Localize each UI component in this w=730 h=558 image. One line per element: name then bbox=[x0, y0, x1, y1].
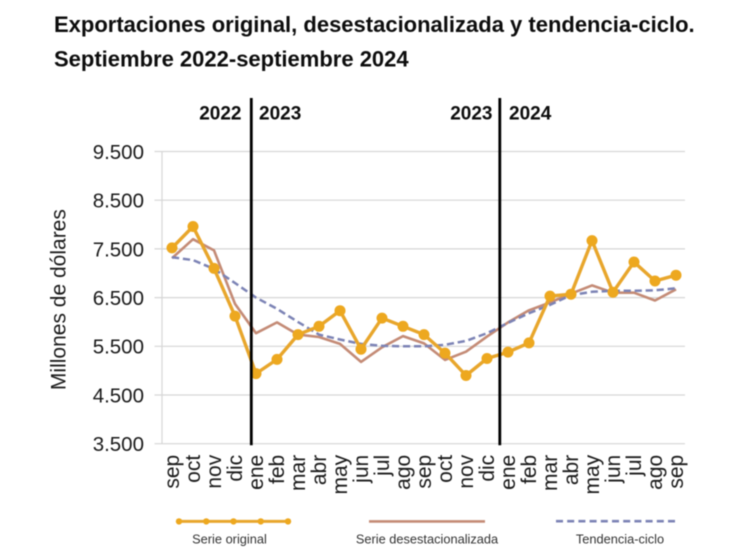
svg-text:mar: mar bbox=[539, 455, 562, 491]
svg-text:2023: 2023 bbox=[259, 104, 301, 125]
svg-text:oct: oct bbox=[182, 455, 205, 483]
svg-text:sep: sep bbox=[413, 455, 436, 489]
svg-text:2022: 2022 bbox=[199, 104, 241, 125]
svg-text:jun: jun bbox=[602, 455, 625, 484]
svg-text:may: may bbox=[329, 454, 352, 494]
svg-text:jul: jul bbox=[371, 455, 394, 477]
svg-text:nov: nov bbox=[455, 454, 478, 488]
svg-text:Septiembre 2022-septiembre 202: Septiembre 2022-septiembre 2024 bbox=[54, 47, 409, 72]
svg-text:nov: nov bbox=[203, 454, 226, 488]
svg-text:4.500: 4.500 bbox=[93, 384, 144, 407]
svg-text:sep: sep bbox=[665, 455, 688, 489]
svg-text:Tendencia-ciclo: Tendencia-ciclo bbox=[576, 532, 664, 547]
svg-text:7.500: 7.500 bbox=[93, 238, 144, 261]
svg-text:8.500: 8.500 bbox=[93, 190, 144, 213]
svg-text:Exportaciones original, desest: Exportaciones original, desestacionaliza… bbox=[54, 12, 695, 37]
svg-text:abr: abr bbox=[308, 455, 331, 485]
svg-text:2023: 2023 bbox=[450, 104, 492, 125]
svg-text:3.500: 3.500 bbox=[93, 433, 144, 456]
svg-text:jul: jul bbox=[623, 455, 646, 477]
svg-text:oct: oct bbox=[434, 455, 457, 483]
svg-text:Millones de dólares: Millones de dólares bbox=[48, 209, 71, 390]
svg-text:ene: ene bbox=[245, 455, 268, 490]
svg-text:Serie desestacionalizada: Serie desestacionalizada bbox=[356, 532, 499, 547]
svg-text:5.500: 5.500 bbox=[93, 336, 144, 359]
svg-text:ago: ago bbox=[392, 455, 415, 490]
svg-text:feb: feb bbox=[518, 455, 541, 484]
svg-text:dic: dic bbox=[476, 455, 499, 482]
svg-text:abr: abr bbox=[560, 455, 583, 485]
svg-text:ene: ene bbox=[497, 455, 520, 490]
svg-text:sep: sep bbox=[161, 455, 184, 489]
svg-text:mar: mar bbox=[287, 455, 310, 491]
svg-text:jun: jun bbox=[350, 455, 373, 484]
svg-text:9.500: 9.500 bbox=[93, 141, 144, 164]
svg-text:ago: ago bbox=[644, 455, 667, 490]
svg-text:feb: feb bbox=[266, 455, 289, 484]
svg-text:may: may bbox=[581, 454, 604, 494]
svg-text:2024: 2024 bbox=[509, 104, 552, 125]
svg-text:Serie original: Serie original bbox=[192, 532, 267, 547]
svg-text:dic: dic bbox=[224, 455, 247, 482]
svg-text:6.500: 6.500 bbox=[93, 287, 144, 310]
